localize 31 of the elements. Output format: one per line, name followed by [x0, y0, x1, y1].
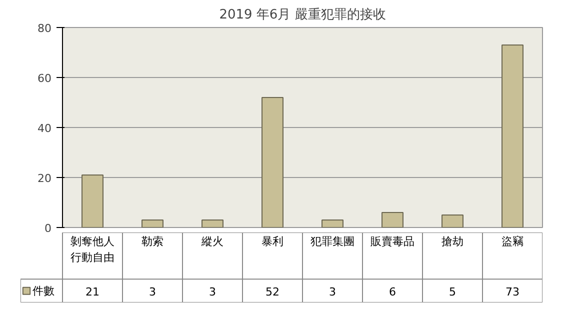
- data-label: 52: [266, 285, 280, 298]
- y-tick-label: 0: [44, 222, 52, 235]
- x-tick-label: 縱火: [200, 234, 224, 248]
- y-tick-label: 20: [38, 172, 52, 185]
- data-label: 73: [506, 285, 520, 298]
- data-label: 3: [209, 285, 216, 298]
- bar: [82, 174, 104, 228]
- x-tick-label: 剝奪他人行動自由: [70, 234, 114, 264]
- data-label: 3: [329, 285, 336, 298]
- x-tick-label: 勒索: [142, 234, 164, 248]
- bar: [382, 212, 404, 228]
- data-label: 3: [149, 285, 156, 298]
- bar: [322, 220, 344, 228]
- y-tick-label: 40: [38, 122, 52, 135]
- bar: [142, 220, 164, 228]
- bar: [502, 44, 524, 228]
- y-tick-label: 80: [38, 22, 52, 35]
- chart-title: 2019 年6月 嚴重犯罪的接收: [219, 8, 386, 22]
- data-label: 5: [449, 285, 456, 298]
- data-label: 21: [86, 285, 100, 298]
- bar: [262, 97, 284, 228]
- x-tick-label: 暴利: [262, 234, 284, 248]
- bar: [442, 214, 464, 228]
- x-tick-label: 犯罪集團: [310, 234, 354, 248]
- data-label: 6: [389, 285, 396, 298]
- y-tick-label: 60: [38, 72, 52, 85]
- legend-label: 件數: [32, 284, 54, 298]
- bar: [202, 220, 224, 228]
- x-tick-label: 搶劫: [442, 234, 464, 248]
- x-tick-label: 盜竊: [502, 234, 524, 248]
- x-tick-label: 販賣毒品: [370, 234, 414, 248]
